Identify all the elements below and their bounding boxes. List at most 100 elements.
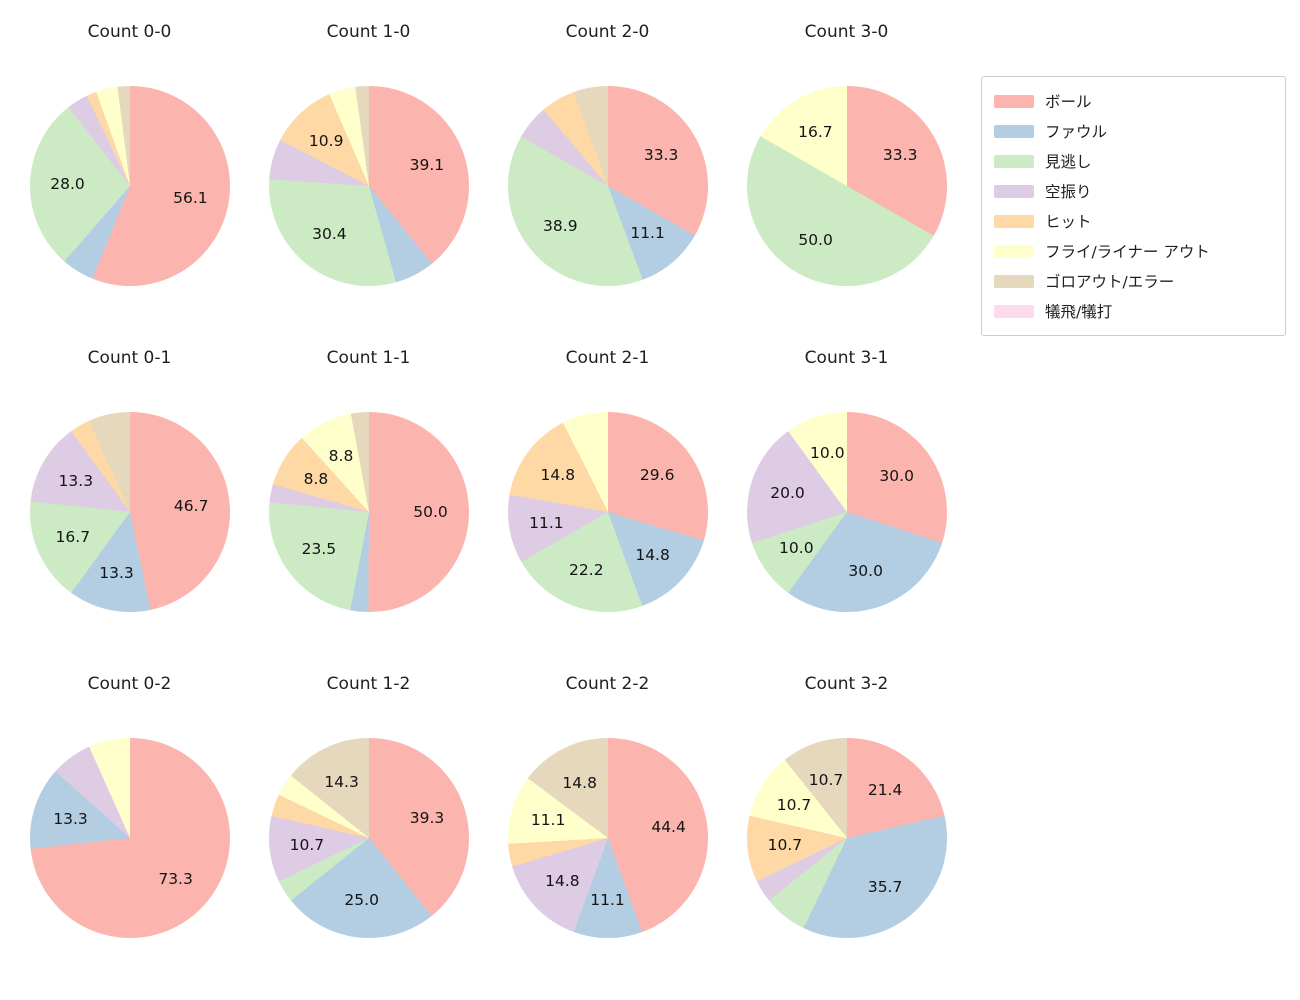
pie-chart: 39.1 30.4 10.9 xyxy=(268,86,469,286)
legend-item: ヒット xyxy=(994,206,1273,236)
pie-slice-label: 25.0 xyxy=(344,890,379,909)
chart-title: Count 3-2 xyxy=(804,674,889,694)
pie-circle xyxy=(29,412,230,612)
pie-circle xyxy=(507,738,708,938)
pie-circle xyxy=(746,412,947,612)
pie-circle xyxy=(29,86,230,286)
pie-slice-label: 39.1 xyxy=(409,156,445,175)
pie-chart: 46.7 13.3 16.7 13.3 xyxy=(29,412,230,612)
chart-title: Count 0-1 xyxy=(87,348,172,368)
legend-swatch-icon xyxy=(994,244,1034,258)
pie-slice-label: 21.4 xyxy=(867,780,903,799)
chart-cell: Count 3-1 30.0 30.0 10.0 20.0 10.0 xyxy=(727,336,966,662)
pie-slice-label: 14.8 xyxy=(540,466,576,484)
pie-slice-label: 50.0 xyxy=(798,230,833,249)
pie-circle xyxy=(507,86,708,286)
chart-cell: Count 2-1 29.6 14.8 22.2 11.1 14.8 xyxy=(488,336,727,662)
charts-grid: Count 0-0 56.1 28.0 Count 1-0 39.1 30.4 10.9 Co… xyxy=(10,10,966,988)
pie-slice-label: 16.7 xyxy=(55,528,91,547)
chart-cell: Count 1-1 50.0 23.5 8.8 8.8 xyxy=(249,336,488,662)
pie-slice-label: 23.5 xyxy=(301,540,337,559)
legend-item-label: フライ/ライナー アウト xyxy=(1045,243,1210,261)
legend-item: ゴロアウト/エラー xyxy=(994,266,1273,296)
legend-swatch-icon xyxy=(994,214,1034,228)
pie-slice-label: 13.3 xyxy=(53,810,88,828)
pie-circle xyxy=(746,738,947,938)
legend-item-label: 空振り xyxy=(1045,183,1092,201)
pie-slice-label: 14.8 xyxy=(562,773,597,792)
pie-slice-label: 10.0 xyxy=(779,539,814,558)
pie-slice-label: 13.3 xyxy=(58,471,94,490)
legend-swatch-icon xyxy=(994,124,1034,138)
pie-circle xyxy=(507,412,708,612)
chart-cell: Count 0-1 46.7 13.3 16.7 13.3 xyxy=(10,336,249,662)
chart-title: Count 3-0 xyxy=(804,22,889,42)
pie-slice-label: 10.7 xyxy=(767,835,803,854)
chart-cell: Count 0-0 56.1 28.0 xyxy=(10,10,249,336)
legend-item: ボール xyxy=(994,86,1273,116)
pie-slice-label: 13.3 xyxy=(99,563,134,582)
legend-swatch-icon xyxy=(994,94,1034,108)
pie-chart: 33.3 50.0 16.7 xyxy=(746,86,947,286)
pie-chart: 39.3 25.0 10.7 14.3 xyxy=(268,738,469,938)
pie-slice-label: 10.0 xyxy=(810,444,845,462)
pie-chart: 44.4 11.1 14.8 11.1 14.8 xyxy=(507,738,708,938)
legend-swatch-icon xyxy=(994,274,1034,288)
chart-title: Count 1-2 xyxy=(326,674,411,694)
legend-item: 犠飛/犠打 xyxy=(994,296,1273,326)
pie-circle xyxy=(29,738,230,938)
pie-slice-label: 44.4 xyxy=(651,818,686,837)
pie-slice-label: 14.8 xyxy=(545,871,580,890)
pie-slice-label: 14.3 xyxy=(324,773,359,792)
legend-swatch-icon xyxy=(994,184,1034,198)
chart-title: Count 2-0 xyxy=(565,22,650,42)
pie-slice-label: 28.0 xyxy=(50,175,85,194)
pie-slice-label: 30.4 xyxy=(312,225,347,244)
pie-chart: 21.4 35.7 10.7 10.7 10.7 xyxy=(746,738,947,938)
pie-chart: 33.3 11.1 38.9 xyxy=(507,86,708,286)
legend-swatch-icon xyxy=(994,154,1034,168)
pie-chart: 30.0 30.0 10.0 20.0 10.0 xyxy=(746,412,947,612)
chart-cell: Count 2-2 44.4 11.1 14.8 11.1 14.8 xyxy=(488,662,727,988)
legend-item-label: ファウル xyxy=(1045,123,1108,141)
pie-chart: 56.1 28.0 xyxy=(29,86,230,286)
pie-slice-label: 8.8 xyxy=(328,447,354,466)
chart-cell: Count 0-2 73.3 13.3 xyxy=(10,662,249,988)
legend-item: 空振り xyxy=(994,176,1273,206)
pie-slice-label: 73.3 xyxy=(158,870,193,889)
pie-slice-label: 11.1 xyxy=(590,891,625,909)
pie-slice-label: 10.7 xyxy=(289,836,325,855)
legend-item: ファウル xyxy=(994,116,1273,146)
legend-item: 見逃し xyxy=(994,146,1273,176)
legend-item-label: ゴロアウト/エラー xyxy=(1045,273,1175,291)
pie-slice-label: 29.6 xyxy=(639,466,675,484)
pie-circle xyxy=(268,86,469,286)
pie-slice-label: 46.7 xyxy=(173,496,209,515)
legend-item-label: ボール xyxy=(1045,93,1092,111)
chart-cell: Count 2-0 33.3 11.1 38.9 xyxy=(488,10,727,336)
pie-slice-label: 16.7 xyxy=(798,123,833,142)
pie-slice-label: 11.1 xyxy=(630,224,665,243)
pie-slice-label: 30.0 xyxy=(848,562,883,580)
chart-cell: Count 3-2 21.4 35.7 10.7 10.7 10.7 xyxy=(727,662,966,988)
chart-title: Count 2-2 xyxy=(565,674,650,694)
chart-title: Count 0-2 xyxy=(87,674,172,694)
pie-slice-label: 8.8 xyxy=(303,470,329,489)
pie-slice-label: 39.3 xyxy=(409,808,445,827)
chart-title: Count 0-0 xyxy=(87,22,172,42)
pie-slice-label: 11.1 xyxy=(529,513,564,532)
pie-slice-label: 50.0 xyxy=(413,503,448,522)
chart-title: Count 2-1 xyxy=(565,348,650,368)
legend: ボールファウル見逃し空振りヒットフライ/ライナー アウト ゴロアウト/エラー 犠飛/… xyxy=(981,76,1286,336)
pie-circle xyxy=(746,86,947,286)
legend-item-label: 犠飛/犠打 xyxy=(1045,303,1113,321)
pie-slice-label: 20.0 xyxy=(770,483,805,502)
pie-slice-label: 10.9 xyxy=(308,131,344,150)
pie-slice-label: 14.8 xyxy=(635,545,670,564)
chart-title: Count 1-1 xyxy=(326,348,411,368)
pie-slice-label: 35.7 xyxy=(867,877,903,896)
pie-circle xyxy=(268,412,469,612)
chart-cell: Count 3-0 33.3 50.0 16.7 xyxy=(727,10,966,336)
pie-slice-label: 33.3 xyxy=(882,145,918,164)
